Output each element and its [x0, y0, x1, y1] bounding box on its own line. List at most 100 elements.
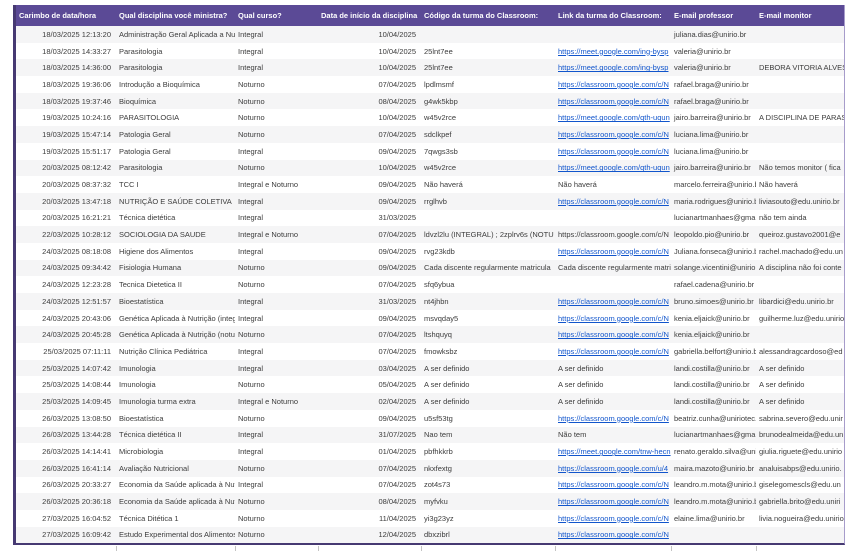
cell-timestamp: 26/03/2025 20:33:27 — [42, 480, 111, 490]
cell-disciplina: Economia da Saúde aplicada à Nutr — [119, 497, 235, 507]
cell-data-inicio: 09/04/2025 — [378, 263, 416, 273]
cell-disciplina: Técnica dietética — [119, 213, 176, 223]
cell-link: https://classroom.google.com/c/N — [555, 480, 671, 489]
cell-disciplina: Técnica Ditética 1 — [119, 513, 179, 523]
table-row: 24/03/2025 09:34:42 Fisiologia Humana Notu… — [16, 259, 844, 277]
grid-tick — [318, 545, 319, 551]
cell-disciplina: Bioestatística — [119, 413, 164, 423]
cell-disciplina: Imunologia — [119, 363, 156, 373]
classroom-link[interactable]: https://classroom.google.com/c/N — [558, 146, 669, 156]
cell-disciplina: SOCIOLOGIA DA SAUDE — [119, 230, 206, 240]
classroom-link[interactable]: https://meet.google.com/tnw-hecn — [558, 447, 671, 457]
classroom-link[interactable]: https://classroom.google.com/c/N — [558, 480, 669, 490]
cell-email-monitor: analuisabps@edu.unirio. — [759, 463, 842, 473]
cell-email-professor: jairo.barreira@unirio.br — [674, 163, 751, 173]
cell-curso: Noturno — [238, 263, 265, 273]
cell-email-monitor: A disciplina não foi conte — [759, 263, 842, 273]
cell-disciplina: NUTRIÇÃO E SAÚDE COLETIVA — [119, 196, 232, 206]
cell-curso: Integral — [238, 363, 264, 373]
cell-disciplina: Introdução a Bioquímica — [119, 79, 200, 89]
form-responses-table: Carimbo de data/hora Qual disciplina você… — [13, 5, 845, 546]
cell-codigo: A ser definido — [424, 396, 470, 406]
classroom-link[interactable]: https://meet.google.com/ing-bysp — [558, 46, 669, 56]
classroom-link[interactable]: https://classroom.google.com/u/4 — [558, 463, 669, 473]
cell-timestamp: 26/03/2025 13:08:50 — [42, 413, 111, 423]
classroom-link[interactable]: https://classroom.google.com/c/N — [558, 129, 669, 139]
cell-link: https://classroom.google.com/c/N — [555, 330, 671, 339]
table-row: 20/03/2025 08:12:42 Parasitologia Noturno 1… — [16, 159, 844, 177]
classroom-link[interactable]: https://classroom.google.com/c/N — [558, 497, 669, 507]
classroom-link[interactable]: https://meet.google.com/qth-uqun — [558, 113, 670, 123]
cell-email-monitor: rachel.machado@edu.un — [759, 246, 843, 256]
table-row: 24/03/2025 20:43:06 Genética Aplicada à N… — [16, 309, 844, 327]
cell-email-professor: rafael.braga@unirio.br — [674, 96, 749, 106]
cell-email-professor: juliana.dias@unirio.br — [674, 29, 747, 39]
cell-curso: Integral e Noturno — [238, 230, 299, 240]
column-header-data-inicio: Data de início da disciplina — [321, 11, 418, 20]
table-row: 26/03/2025 20:33:27 Economia da Saúde apl… — [16, 476, 844, 494]
table-row: 25/03/2025 07:11:11 Nutrição Clínica Pedi… — [16, 343, 844, 360]
cell-codigo: myfvku — [424, 497, 448, 507]
cell-codigo: rrglhvb — [424, 196, 447, 206]
classroom-link[interactable]: https://classroom.google.com/c/N — [558, 530, 669, 540]
cell-curso: Noturno — [238, 413, 265, 423]
table-row: 24/03/2025 12:51:57 Bioestatística Integra… — [16, 293, 844, 310]
cell-disciplina: Higiene dos Alimentos — [119, 246, 194, 256]
cell-timestamp: 20/03/2025 16:21:21 — [42, 213, 111, 223]
cell-link: https://classroom.google.com/c/N — [555, 80, 671, 89]
cell-timestamp: 24/03/2025 08:18:08 — [42, 246, 111, 256]
cell-timestamp: 25/03/2025 14:09:45 — [42, 396, 111, 406]
cell-codigo: pbfhkkrb — [424, 447, 453, 457]
classroom-link[interactable]: https://classroom.google.com/c/N — [558, 413, 669, 423]
cell-link: https://classroom.google.com/c/N — [555, 197, 671, 206]
table-row: 26/03/2025 13:08:50 Bioestatística Noturno… — [16, 409, 844, 427]
cell-codigo: lpdlmsmf — [424, 79, 455, 89]
classroom-link[interactable]: https://classroom.google.com/c/N — [558, 296, 669, 306]
classroom-link[interactable]: https://classroom.google.com/c/N — [558, 313, 669, 323]
cell-link: https://classroom.google.com/c/N — [555, 514, 671, 523]
cell-data-inicio: 05/04/2025 — [378, 380, 416, 390]
classroom-link[interactable]: https://meet.google.com/ing-bysp — [558, 63, 669, 73]
classroom-link[interactable]: https://classroom.google.com/c/N — [558, 346, 669, 356]
cell-disciplina: Tecnica Dietetica II — [119, 280, 182, 290]
cell-codigo: fmowksbz — [424, 346, 458, 356]
cell-disciplina: TCC I — [119, 180, 139, 190]
cell-disciplina: Patologia Geral — [119, 129, 171, 139]
classroom-link[interactable]: https://classroom.google.com/c/N — [558, 196, 669, 206]
classroom-link[interactable]: https://classroom.google.com/c/N — [558, 513, 669, 523]
cell-timestamp: 26/03/2025 20:36:18 — [42, 497, 111, 507]
classroom-link[interactable]: https://classroom.google.com/c/N — [558, 96, 669, 106]
classroom-link[interactable]: https://classroom.google.com/c/N — [558, 330, 669, 340]
cell-email-professor: lucianartmanhaes@gma — [674, 430, 756, 440]
cell-curso: Noturno — [238, 463, 265, 473]
classroom-link[interactable]: https://classroom.google.com/c/N — [558, 79, 669, 89]
cell-email-monitor: guilherme.luz@edu.unirio — [759, 313, 844, 323]
cell-data-inicio: 07/04/2025 — [378, 330, 416, 340]
cell-link: https://meet.google.com/qth-uqun — [555, 163, 671, 172]
table-row: 18/03/2025 19:37:46 Bioquímica Noturno 08/0… — [16, 92, 844, 110]
cell-disciplina: Imunologia — [119, 380, 156, 390]
cell-email-professor: valeria@unirio.br — [674, 63, 731, 73]
column-header-codigo: Código da turma do Classroom: — [424, 11, 539, 20]
cell-timestamp: 26/03/2025 14:14:41 — [42, 447, 111, 457]
cell-data-inicio: 07/04/2025 — [378, 230, 416, 240]
cell-disciplina: Imunologia turma extra — [119, 396, 196, 406]
cell-link: https://classroom.google.com/c/N — [555, 297, 671, 306]
classroom-link[interactable]: https://classroom.google.com/c/N — [558, 246, 669, 256]
cell-email-professor: renato.geraldo.silva@uni — [674, 447, 756, 457]
cell-email-professor: gabriella.belfort@unirio.b — [674, 346, 756, 356]
cell-link: https://classroom.google.com/c/N — [555, 414, 671, 423]
cell-email-monitor: alessandragcardoso@ed — [759, 346, 843, 356]
classroom-link[interactable]: https://meet.google.com/qth-uqun — [558, 163, 670, 173]
table-row: 19/03/2025 15:47:14 Patologia Geral Noturn… — [16, 126, 844, 143]
cell-link: https://classroom.google.com/c/N — [555, 130, 671, 139]
cell-email-professor: jairo.barreira@unirio.br — [674, 113, 751, 123]
cell-data-inicio: 09/04/2025 — [378, 413, 416, 423]
table-row: 26/03/2025 13:44:28 Técnica dietética II I… — [16, 426, 844, 444]
cell-curso: Integral — [238, 146, 264, 156]
grid-tick — [235, 545, 236, 551]
cell-codigo: nkxfextg — [424, 463, 452, 473]
cell-email-monitor: gabriella.brito@edu.uniri — [759, 497, 841, 507]
cell-email-professor: marcelo.ferreira@unirio.b — [674, 180, 756, 190]
cell-email-monitor: queiroz.gustavo2001@e — [759, 230, 841, 240]
